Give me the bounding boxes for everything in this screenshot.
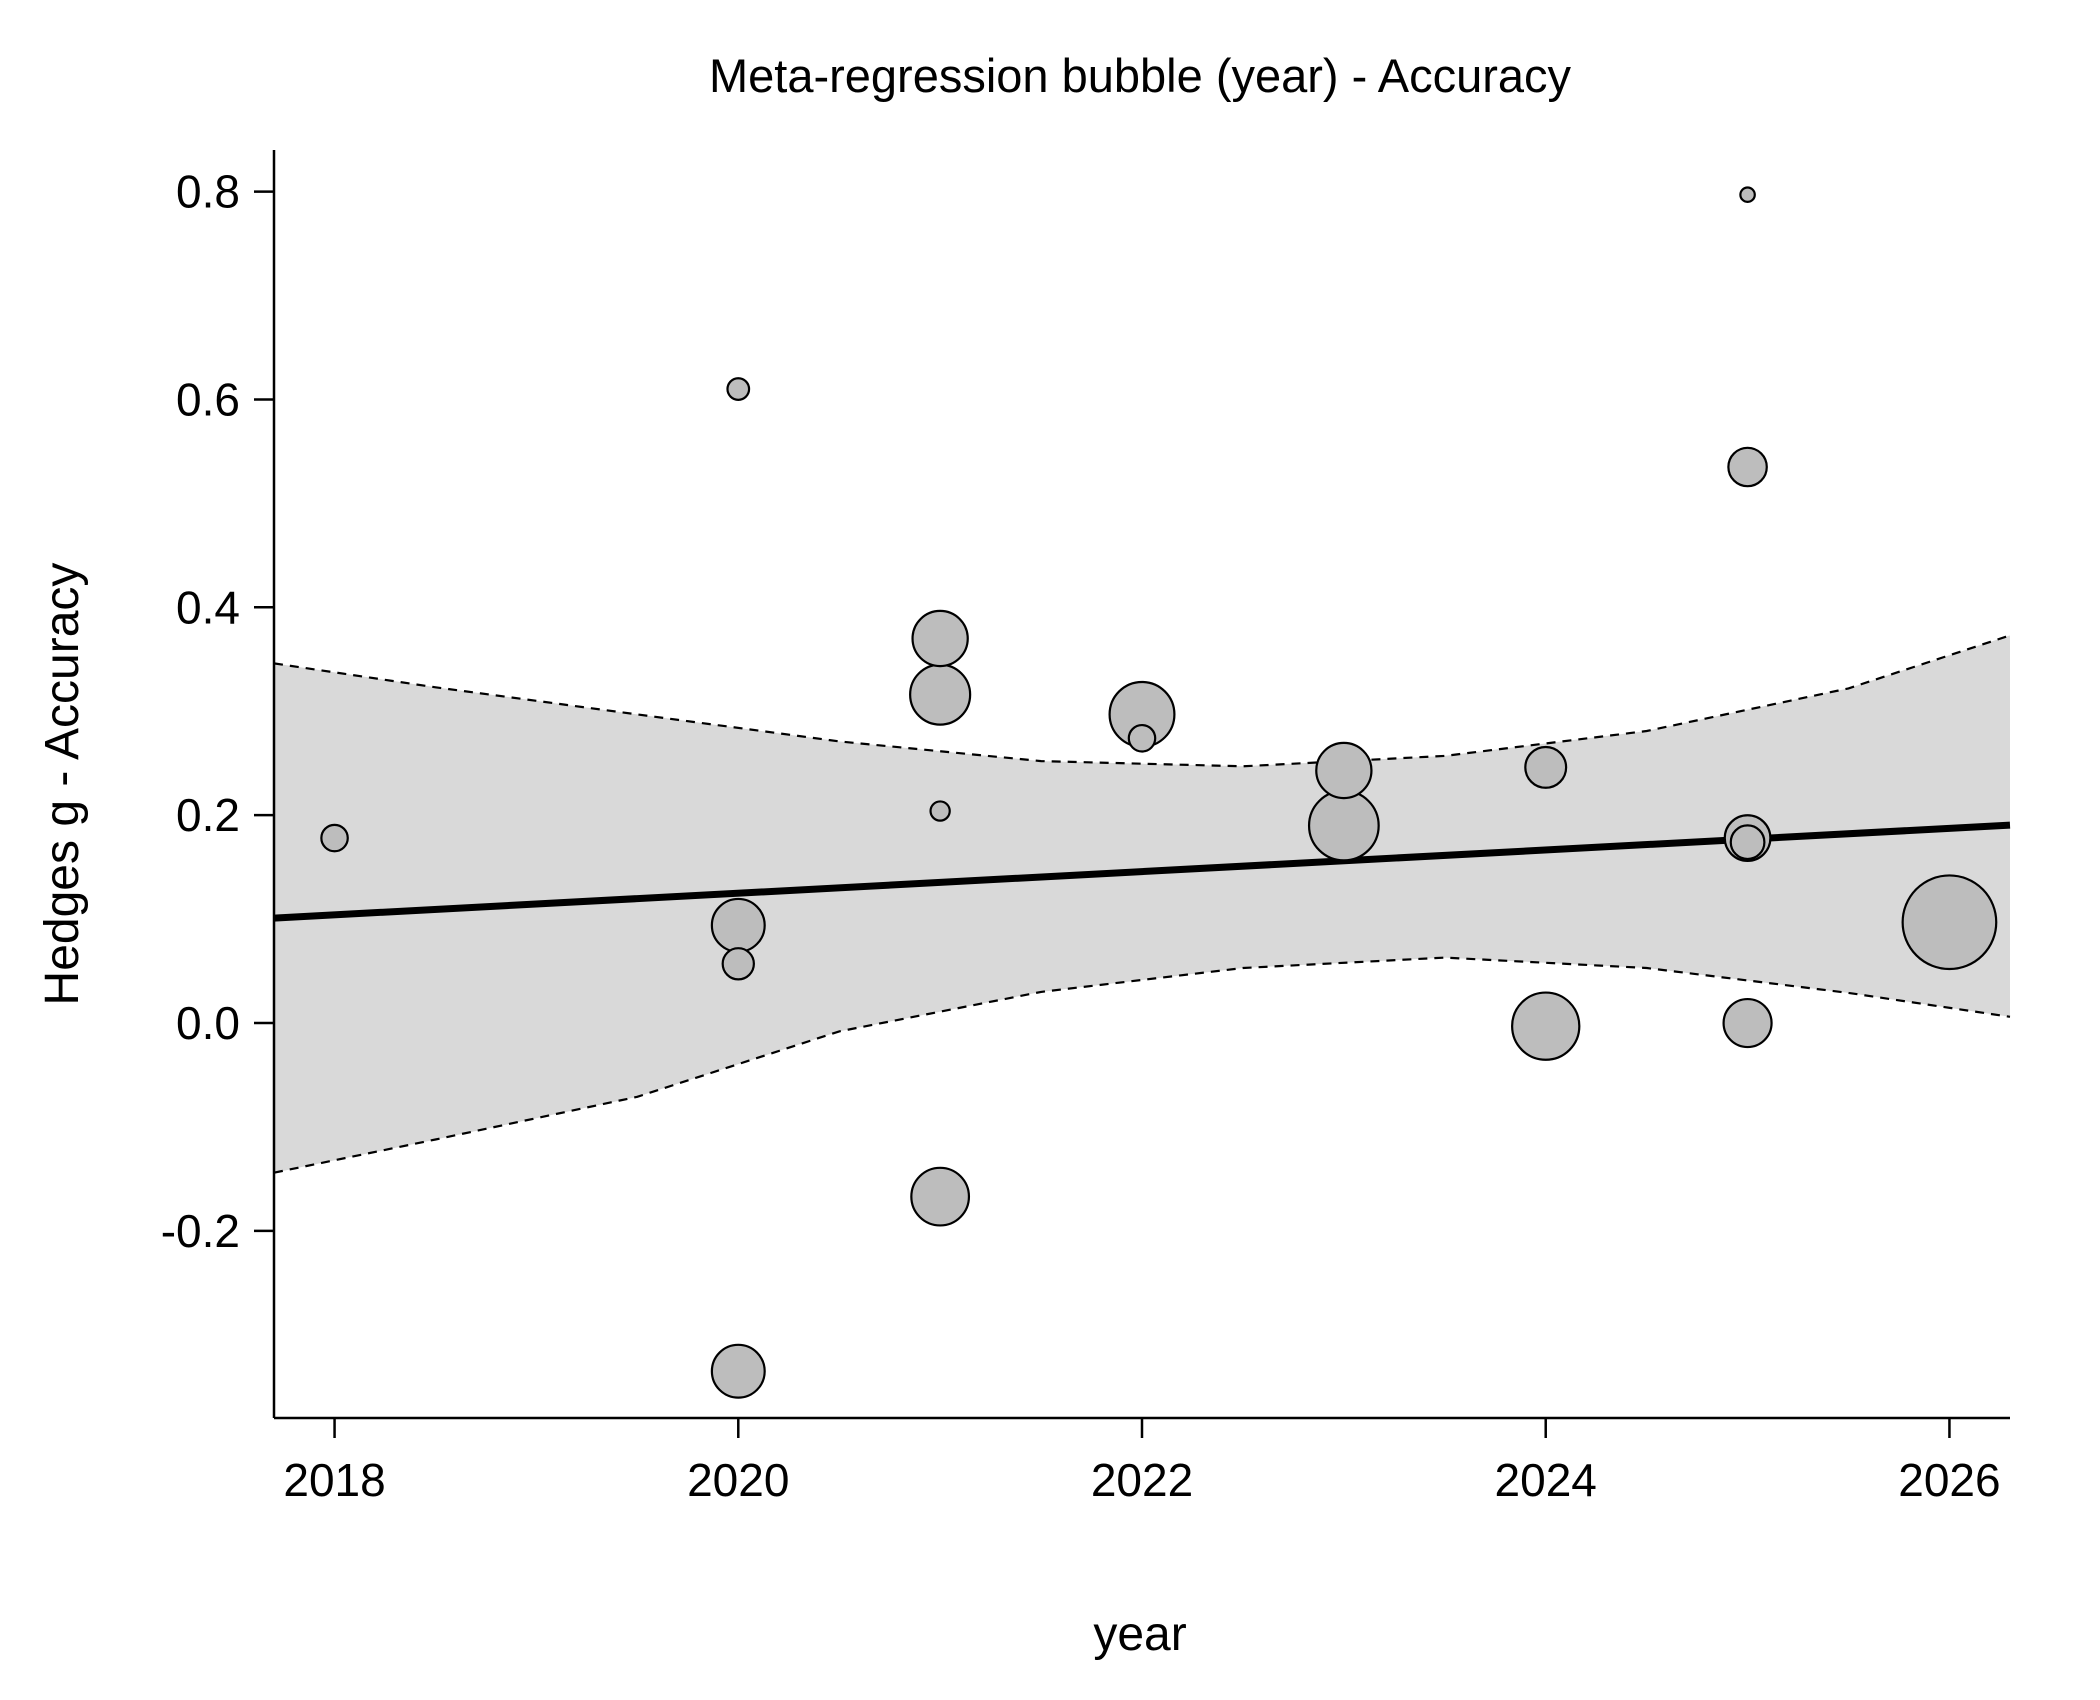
data-point-bubble <box>910 1166 971 1227</box>
y-tick-label: 0.8 <box>176 166 240 218</box>
y-axis-label: Hedges g - Accuracy <box>36 563 89 1006</box>
y-tick-label: 0.6 <box>176 373 240 425</box>
plot-area <box>273 186 2011 1399</box>
data-point-bubble <box>1901 874 1998 971</box>
data-point-bubble <box>726 377 751 401</box>
x-tick-label: 2020 <box>687 1454 789 1506</box>
data-point-bubble <box>1127 723 1157 753</box>
x-tick-label: 2024 <box>1495 1454 1597 1506</box>
data-point-bubble <box>1511 991 1581 1061</box>
y-tick-label: 0.0 <box>176 997 240 1049</box>
y-tick-label: -0.2 <box>161 1205 240 1257</box>
y-tick-label: 0.2 <box>176 789 240 841</box>
x-axis-ticks: 2018 2020 2022 2024 2026 <box>283 1418 2001 1506</box>
y-axis-ticks: -0.2 0.0 0.2 0.4 0.6 0.8 <box>161 166 274 1257</box>
data-point-bubble <box>710 1343 766 1399</box>
bubbles <box>320 186 1998 1399</box>
regression-line <box>273 821 2011 922</box>
x-tick-label: 2022 <box>1091 1454 1193 1506</box>
data-point-bubble <box>1739 186 1756 203</box>
data-point-bubble <box>320 823 349 853</box>
data-point-bubble <box>929 800 951 822</box>
confidence-band <box>274 635 2010 1173</box>
data-point-bubble <box>1315 741 1373 800</box>
data-point-bubble <box>1722 997 1773 1049</box>
data-point-bubble <box>721 947 755 981</box>
data-point-bubble <box>710 897 766 953</box>
data-point-bubble <box>1727 446 1768 488</box>
data-point-bubble <box>1524 745 1568 789</box>
x-tick-label: 2018 <box>283 1454 385 1506</box>
data-point-bubble <box>909 663 972 726</box>
data-point-bubble <box>1307 789 1380 862</box>
x-axis-label: year <box>1093 1608 1186 1661</box>
x-tick-label: 2026 <box>1898 1454 2000 1506</box>
data-point-bubble <box>1729 824 1766 861</box>
chart-title: Meta-regression bubble (year) - Accuracy <box>709 49 1572 102</box>
data-point-bubble <box>911 609 969 668</box>
y-tick-label: 0.4 <box>176 581 240 633</box>
